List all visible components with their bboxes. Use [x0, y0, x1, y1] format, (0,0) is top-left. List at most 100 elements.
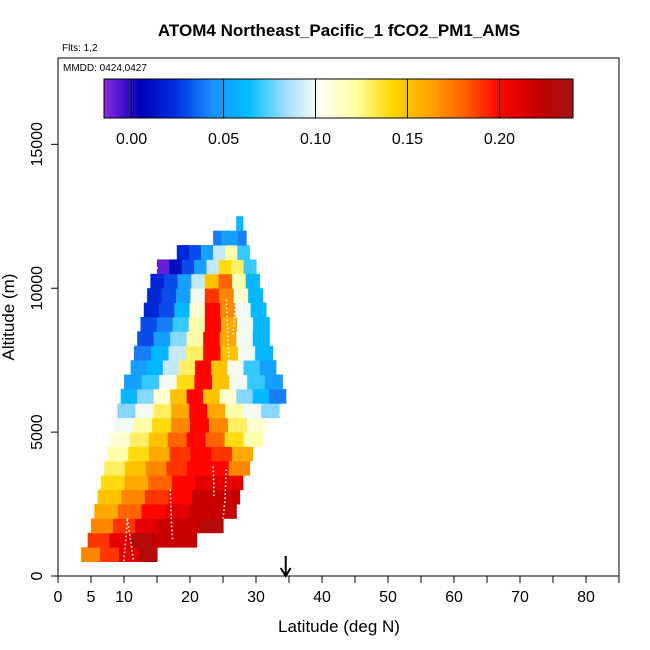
heatmap-cell [219, 475, 244, 491]
colorbar-tick-label: 0.05 [208, 131, 239, 148]
heatmap-cell [252, 388, 270, 404]
x-tick-label: 20 [181, 589, 199, 606]
heatmap-cell [243, 259, 257, 275]
heatmap-cell [243, 403, 262, 419]
x-axis-label: Latitude (deg N) [278, 617, 400, 636]
heatmap-cell [135, 518, 158, 534]
heatmap-cell [117, 403, 136, 419]
heatmap-cell [175, 288, 192, 304]
heatmap-cell [153, 331, 171, 347]
heatmap-cell [166, 460, 188, 476]
heatmap-cell [250, 302, 267, 318]
heatmap-cell [169, 259, 183, 275]
heatmap-cell [131, 532, 154, 548]
heatmap-cell [187, 460, 209, 476]
heatmap-cell [191, 273, 206, 289]
heatmap-cell [220, 302, 236, 318]
heatmap-cell [236, 331, 254, 347]
heatmap-cell [168, 489, 193, 505]
heatmap-cell [221, 230, 231, 246]
heatmap-cell [119, 547, 139, 563]
colorbar-tick-label: 0.10 [300, 131, 331, 148]
heatmap-cell [161, 288, 177, 304]
heatmap-cell [162, 360, 180, 375]
flight-track [126, 518, 135, 565]
heatmap-cell [137, 388, 155, 404]
heatmap-cell [170, 388, 188, 404]
heatmap-cell [121, 489, 146, 505]
heatmap-cell [107, 446, 129, 462]
x-axis: 0 5 10 20 30 40 50 60 70 80 [54, 576, 620, 606]
x-tick-label: 40 [313, 589, 331, 606]
heatmap-cell [146, 360, 164, 375]
heatmap-cell [243, 360, 261, 375]
heatmap-cell [194, 374, 213, 390]
heatmap-cell [190, 288, 206, 304]
heatmap-cell [153, 388, 171, 404]
heatmap-cell [248, 288, 264, 304]
heatmap-cell [237, 345, 256, 361]
heatmap-cell [176, 245, 190, 260]
heatmap-cell [157, 259, 170, 275]
heatmap-cell [203, 345, 222, 361]
heatmap-cell [147, 288, 163, 304]
heatmap-cell [159, 302, 175, 318]
heatmap-cell [203, 388, 221, 404]
heatmap-cell [113, 518, 136, 534]
heatmap-cell [174, 532, 198, 548]
heatmap-cell [170, 331, 188, 347]
heatmap-cell [87, 532, 111, 548]
colorbar-tick-label: 0.20 [484, 131, 515, 148]
heatmap-cell [91, 518, 114, 534]
heatmap-cell [124, 460, 147, 476]
heatmap-cell [177, 273, 192, 289]
heatmap-cell [201, 245, 214, 260]
flight-tracks [123, 267, 286, 574]
heatmap-cell [133, 417, 153, 433]
heatmap-cell [264, 374, 283, 390]
heatmap-cell [255, 345, 274, 361]
x-tick-label: 0 [54, 589, 63, 606]
heatmap-cell [110, 432, 131, 447]
heatmap-cell [171, 417, 191, 433]
plot-frame [57, 57, 620, 577]
colorbar: 0.00 0.05 0.10 0.15 0.20 [103, 78, 574, 148]
heatmap-cell [227, 417, 248, 433]
heatmap-cell [117, 504, 143, 519]
heatmap-cell [220, 345, 239, 361]
heatmap-cell [231, 259, 245, 275]
heatmap-cell [205, 432, 226, 447]
heatmap-cell [97, 489, 122, 505]
heatmap-cell [188, 504, 214, 519]
heatmap-cell [219, 388, 237, 404]
heatmap-cell [165, 504, 190, 519]
latitude-marker [279, 556, 292, 578]
heatmap-cell [143, 302, 160, 318]
flight-track [169, 489, 174, 542]
flights-note: Flts: 1,2 [62, 43, 98, 54]
heatmap-cell [192, 489, 217, 505]
heatmap-cell [236, 216, 244, 232]
heatmap-cell [237, 245, 250, 260]
colorbar-tick-label: 0.00 [116, 131, 147, 148]
heatmap-cell [179, 360, 196, 375]
heatmap-cell [100, 475, 126, 491]
x-tick-label: 80 [577, 589, 595, 606]
heatmap-cell [195, 360, 212, 375]
heatmap-cell [246, 417, 267, 433]
heatmap-cell [104, 460, 126, 476]
heatmap-cell [124, 475, 149, 491]
heatmap-cell [156, 317, 174, 332]
heatmap-cell [206, 259, 220, 275]
heatmap-cell [207, 460, 230, 476]
heatmap-cell [224, 432, 245, 447]
heatmap-cell [188, 317, 206, 332]
heatmap-cell [172, 317, 190, 332]
heatmap-cell [220, 317, 238, 332]
flight-track [225, 299, 232, 407]
colorbar-tick-label: 0.15 [392, 131, 423, 148]
heatmap-cell [213, 245, 226, 260]
heatmap-cell [120, 388, 138, 404]
heatmap-cell [211, 360, 228, 375]
heatmap-cell [227, 360, 245, 375]
